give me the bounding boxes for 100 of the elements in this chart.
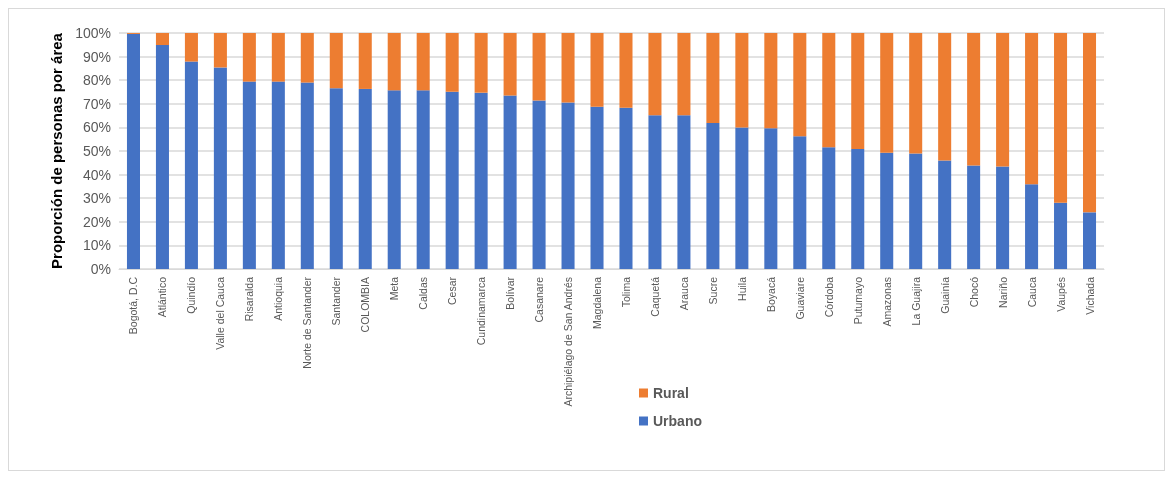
x-tick-label: Chocó xyxy=(967,276,980,308)
x-tick-label: Guaviare xyxy=(793,276,806,320)
bar xyxy=(677,115,691,269)
x-tick-label: Casanare xyxy=(533,276,546,323)
x-tick-label: Risaralda xyxy=(243,276,256,322)
x-tick-label: Archipiélago de San Andrés xyxy=(562,277,575,407)
bar xyxy=(358,88,372,269)
bar xyxy=(358,33,372,89)
x-tick-label: Cesar xyxy=(446,276,459,306)
x-tick-label: Meta xyxy=(388,276,401,301)
bar xyxy=(213,67,227,269)
x-tick-label: Bolívar xyxy=(504,276,517,310)
bar xyxy=(619,107,633,269)
y-tick-label: 40% xyxy=(82,166,111,183)
bar xyxy=(184,61,198,269)
bar xyxy=(735,127,749,269)
bar xyxy=(503,33,517,96)
bar xyxy=(329,88,343,269)
bar xyxy=(938,33,952,161)
bar xyxy=(590,33,604,107)
x-tick-label: Valle del Cauca xyxy=(214,276,227,350)
x-tick-label: Bogotá, D.C xyxy=(127,276,140,335)
bar xyxy=(242,33,256,82)
x-tick-label: Arauca xyxy=(677,276,690,311)
x-tick-label: Cundinamarca xyxy=(475,276,488,346)
bar xyxy=(706,33,720,123)
bar xyxy=(677,33,691,116)
x-tick-label: Caldas xyxy=(417,277,430,310)
bar xyxy=(619,33,633,108)
bar xyxy=(735,33,749,128)
bar xyxy=(213,33,227,68)
y-tick-label: 10% xyxy=(82,237,111,254)
bar xyxy=(967,165,981,269)
y-tick-label: 60% xyxy=(82,119,111,136)
x-tick-label: Atlántico xyxy=(156,276,169,318)
bar xyxy=(851,148,865,269)
x-tick-label: Antioquia xyxy=(272,276,285,321)
x-tick-label: Norte de Santander xyxy=(301,276,314,369)
x-tick-label: Tolima xyxy=(619,276,632,308)
bar xyxy=(793,33,807,137)
y-tick-label: 0% xyxy=(90,261,111,277)
x-tick-label: Guainía xyxy=(938,276,951,314)
bar xyxy=(184,33,198,62)
bar xyxy=(474,33,488,93)
bar xyxy=(880,33,894,153)
x-tick-label: Boyacá xyxy=(764,276,777,313)
bar xyxy=(851,33,865,149)
legend-label: Urbano xyxy=(653,413,702,429)
x-tick-label: Cauca xyxy=(1025,276,1038,308)
y-axis-title: Proporción de personas por área xyxy=(48,32,66,269)
bar xyxy=(126,33,140,269)
bar xyxy=(822,147,836,269)
legend-label: Rural xyxy=(653,385,689,401)
bar xyxy=(880,152,894,269)
x-tick-label: La Guajira xyxy=(909,276,922,326)
bar xyxy=(503,95,517,269)
bar xyxy=(474,92,488,269)
bar xyxy=(1083,212,1097,269)
bar xyxy=(155,33,169,46)
bar xyxy=(996,166,1010,269)
bar xyxy=(648,33,662,116)
bar xyxy=(416,90,430,269)
bar xyxy=(387,90,401,269)
x-tick-label: Córdoba xyxy=(822,276,835,318)
y-tick-label: 80% xyxy=(82,72,111,89)
bar xyxy=(996,33,1010,167)
bar xyxy=(532,33,546,101)
bar xyxy=(793,136,807,269)
x-tick-label: Santander xyxy=(330,276,343,326)
bar xyxy=(416,33,430,91)
y-tick-label: 100% xyxy=(75,25,111,41)
x-tick-label: Quindío xyxy=(185,276,198,314)
bar xyxy=(561,33,575,103)
bar xyxy=(445,91,459,269)
x-tick-label: Nariño xyxy=(996,276,1009,308)
y-tick-label: 70% xyxy=(82,95,111,112)
x-tick-label: Sucre xyxy=(706,276,719,305)
bar xyxy=(300,82,314,269)
x-tick-label: Amazonas xyxy=(880,277,893,327)
bar xyxy=(1025,184,1039,269)
bar xyxy=(967,33,981,166)
bar xyxy=(445,33,459,92)
bar xyxy=(532,100,546,269)
bar xyxy=(561,102,575,269)
bar xyxy=(590,106,604,269)
bar xyxy=(764,33,778,129)
y-tick-label: 30% xyxy=(82,190,111,207)
bar xyxy=(271,33,285,82)
bar xyxy=(822,33,836,148)
bar xyxy=(1025,33,1039,185)
x-tick-label: Huila xyxy=(735,276,748,301)
bar xyxy=(909,153,923,269)
bar xyxy=(764,128,778,269)
bar xyxy=(706,122,720,269)
bar xyxy=(155,45,169,269)
bar xyxy=(1054,33,1068,203)
bar xyxy=(242,81,256,269)
bar xyxy=(1083,33,1097,213)
y-tick-label: 90% xyxy=(82,48,111,65)
bar xyxy=(1054,202,1068,269)
